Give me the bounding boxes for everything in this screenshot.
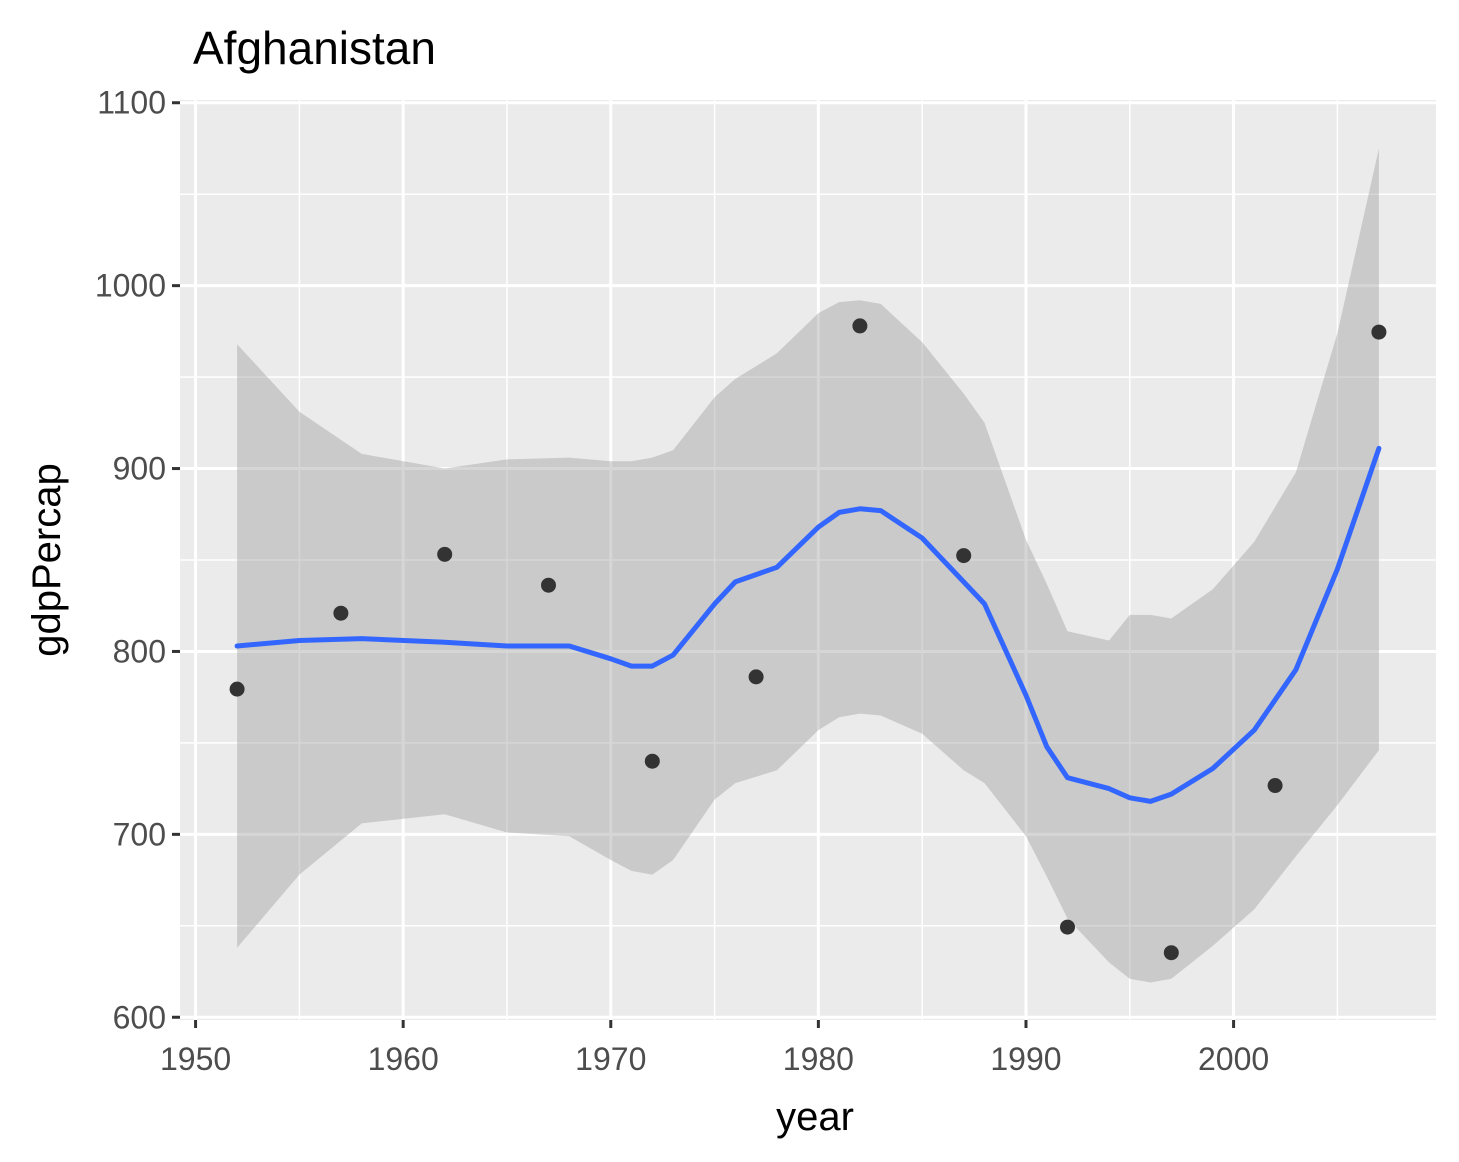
data-point xyxy=(229,681,245,697)
data-point xyxy=(1163,945,1179,961)
x-tick-label: 2000 xyxy=(1198,1041,1269,1077)
y-tick-label: 1100 xyxy=(97,85,166,121)
x-tick-label: 1980 xyxy=(783,1041,854,1077)
chart-title: Afghanistan xyxy=(193,22,436,74)
y-axis-title: gdpPercap xyxy=(25,463,69,656)
data-point xyxy=(540,577,556,593)
data-point xyxy=(1371,324,1387,340)
confidence-band xyxy=(237,148,1379,983)
minor-gridlines xyxy=(180,100,1436,1020)
data-point xyxy=(437,546,453,562)
data-points xyxy=(229,318,1387,961)
data-point xyxy=(852,318,868,334)
data-point xyxy=(1060,919,1076,935)
y-tick-label: 900 xyxy=(113,451,166,487)
data-point xyxy=(956,548,972,564)
data-point xyxy=(748,669,764,685)
smooth-line xyxy=(234,445,1382,804)
y-tick-label: 1000 xyxy=(95,268,166,304)
x-axis-title: year xyxy=(776,1095,854,1139)
data-point xyxy=(333,605,349,621)
y-tick-label: 600 xyxy=(113,999,166,1035)
x-tick-label: 1970 xyxy=(575,1041,646,1077)
data-point xyxy=(644,753,660,769)
y-tick-label: 800 xyxy=(113,633,166,669)
x-tick-label: 1960 xyxy=(368,1041,439,1077)
major-gridlines xyxy=(180,100,1436,1020)
data-point xyxy=(1267,778,1283,794)
y-tick-label: 700 xyxy=(113,816,166,852)
x-tick-label: 1990 xyxy=(990,1041,1061,1077)
x-tick-label: 1950 xyxy=(160,1041,231,1077)
axes: 1950 1960 1970 1980 1990 2000 600 700 800 900 1000… xyxy=(95,85,1269,1077)
